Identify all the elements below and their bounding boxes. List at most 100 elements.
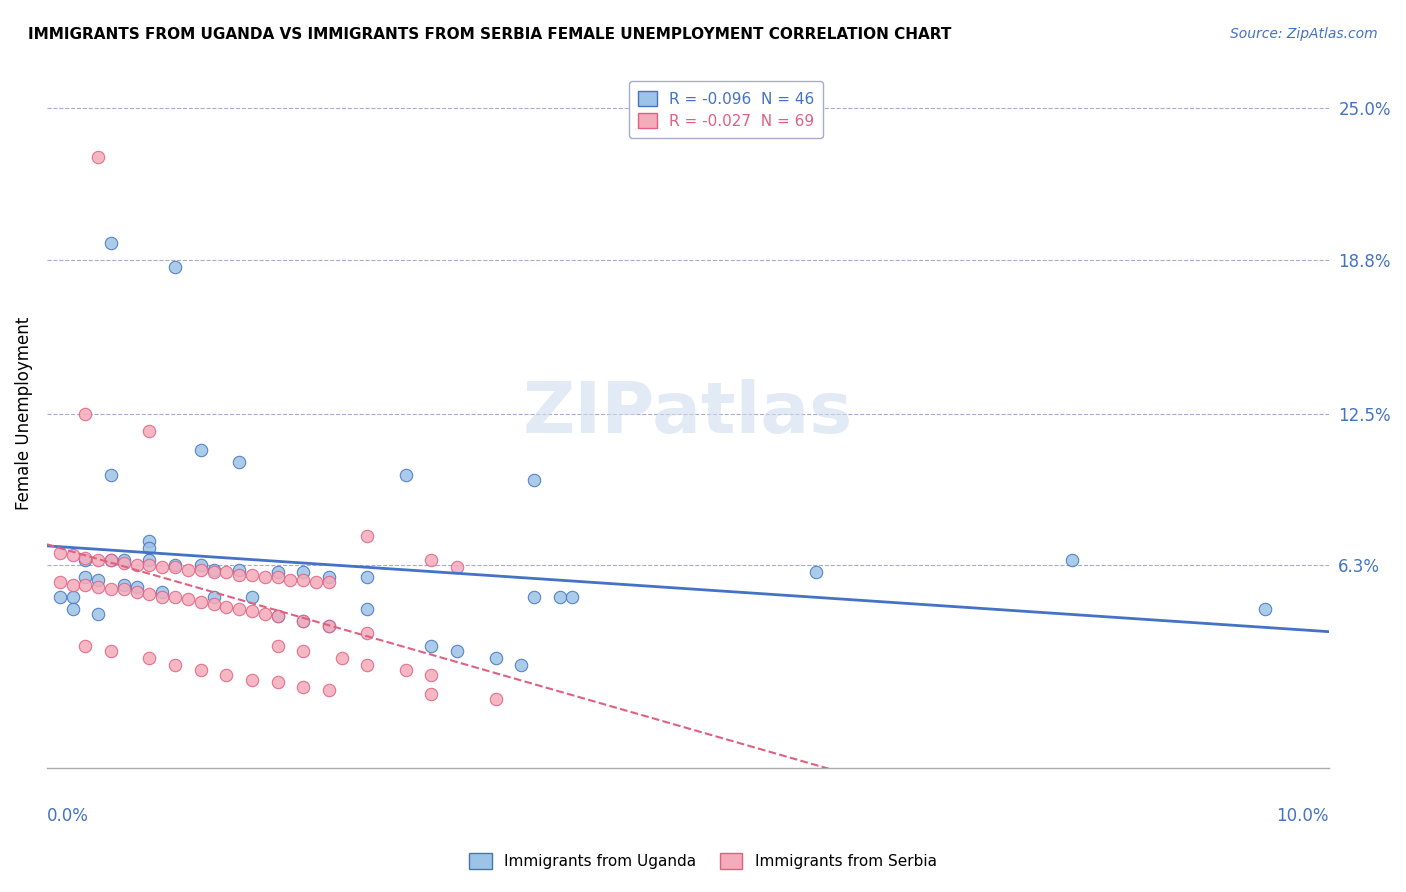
Point [523,590,546,604]
Point [202,566,225,580]
Point [112,577,135,591]
Point [190,663,212,677]
Point [48,546,70,560]
Point [420,668,443,682]
Point [138,541,160,555]
Point [138,650,160,665]
Point [87,580,110,594]
Point [138,587,160,601]
Point [215,668,238,682]
Point [150,560,173,574]
Point [75,570,97,584]
Point [318,619,340,633]
Point [292,643,315,657]
Point [215,566,238,580]
Point [48,575,70,590]
Point [100,582,122,597]
Point [112,553,135,567]
Point [112,556,135,570]
Point [48,590,70,604]
Point [177,592,200,607]
Point [100,643,122,657]
Point [75,577,97,591]
Point [510,658,533,673]
Point [75,639,97,653]
Point [356,626,378,640]
Point [266,609,288,624]
Text: Source: ZipAtlas.com: Source: ZipAtlas.com [1230,27,1378,41]
Point [330,650,353,665]
Text: IMMIGRANTS FROM UGANDA VS IMMIGRANTS FROM SERBIA FEMALE UNEMPLOYMENT CORRELATION: IMMIGRANTS FROM UGANDA VS IMMIGRANTS FRO… [28,27,952,42]
Point [318,619,340,633]
Point [228,567,250,582]
Point [228,563,250,577]
Point [75,407,97,421]
Point [356,602,378,616]
Point [202,590,225,604]
Point [292,573,315,587]
Point [1062,553,1084,567]
Point [62,590,84,604]
Point [202,563,225,577]
Point [228,602,250,616]
Point [420,639,443,653]
Point [356,658,378,673]
Y-axis label: Female Unemployment: Female Unemployment [15,317,32,510]
Point [318,682,340,697]
Point [165,260,187,274]
Point [523,473,546,487]
Legend: R = -0.096  N = 46, R = -0.027  N = 69: R = -0.096 N = 46, R = -0.027 N = 69 [628,81,824,138]
Point [228,455,250,469]
Point [280,573,302,587]
Point [125,558,148,572]
Point [138,558,160,572]
Point [62,549,84,563]
Point [804,566,827,580]
Text: 10.0%: 10.0% [1277,806,1329,824]
Point [87,573,110,587]
Point [100,553,122,567]
Point [292,614,315,628]
Point [100,553,122,567]
Point [190,558,212,572]
Point [561,590,583,604]
Point [138,533,160,548]
Point [240,673,263,687]
Point [165,558,187,572]
Point [253,570,276,584]
Point [165,560,187,574]
Point [177,563,200,577]
Point [190,595,212,609]
Point [150,585,173,599]
Text: 0.0%: 0.0% [46,806,89,824]
Point [356,529,378,543]
Point [100,467,122,482]
Point [165,658,187,673]
Point [125,580,148,594]
Point [446,643,468,657]
Point [266,639,288,653]
Point [356,570,378,584]
Point [484,692,506,706]
Point [266,566,288,580]
Point [125,585,148,599]
Point [292,566,315,580]
Point [240,567,263,582]
Point [484,650,506,665]
Point [420,553,443,567]
Point [266,675,288,690]
Point [318,570,340,584]
Point [100,235,122,250]
Point [202,597,225,611]
Point [215,599,238,614]
Point [240,604,263,618]
Point [266,570,288,584]
Point [75,550,97,565]
Text: ZIPatlas: ZIPatlas [523,379,853,448]
Point [62,577,84,591]
Point [1253,602,1275,616]
Point [548,590,571,604]
Point [75,553,97,567]
Point [150,590,173,604]
Point [190,443,212,458]
